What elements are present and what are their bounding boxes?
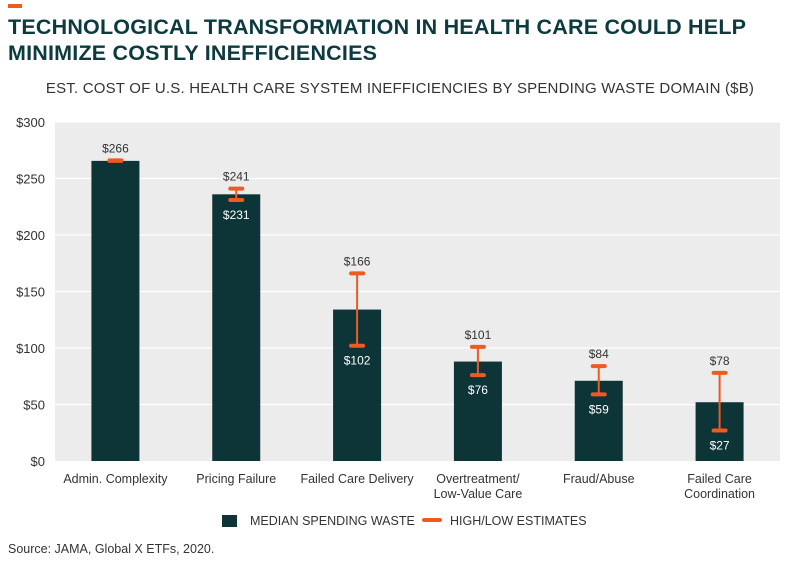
low-estimate-label: $231 (223, 208, 250, 222)
category-label: Low-Value Care (434, 487, 523, 501)
legend-median-swatch (222, 515, 237, 527)
category-label: Failed Care Delivery (300, 472, 414, 486)
title-accent-bar (8, 4, 22, 8)
y-tick-label: $100 (16, 341, 45, 356)
category-label: Overtreatment/ (436, 472, 520, 486)
chart-headline: TECHNOLOGICAL TRANSFORMATION IN HEALTH C… (8, 15, 746, 65)
low-estimate-label: $59 (589, 402, 609, 416)
y-tick-label: $300 (16, 115, 45, 130)
high-estimate-label: $101 (465, 328, 492, 342)
high-estimate-label: $266 (102, 141, 129, 155)
y-tick-label: $50 (23, 398, 45, 413)
category-label: Coordination (684, 487, 755, 501)
median-bar (212, 194, 261, 461)
category-label: Failed Care (687, 472, 752, 486)
category-label: Admin. Complexity (63, 472, 168, 486)
chart-title: EST. COST OF U.S. HEALTH CARE SYSTEM INE… (45, 80, 755, 97)
median-bar (453, 361, 502, 461)
low-estimate-label: $102 (344, 354, 371, 368)
high-estimate-label: $166 (344, 254, 371, 268)
high-estimate-label: $241 (223, 170, 250, 184)
high-estimate-label: $78 (710, 354, 730, 368)
legend-median-label: MEDIAN SPENDING WASTE (250, 514, 415, 528)
y-tick-label: $0 (31, 454, 45, 469)
median-bar (91, 160, 140, 461)
y-tick-label: $150 (16, 285, 45, 300)
category-label: Pricing Failure (196, 472, 276, 486)
low-estimate-label: $76 (468, 383, 488, 397)
y-tick-label: $200 (16, 228, 45, 243)
source-note: Source: JAMA, Global X ETFs, 2020. (8, 542, 215, 556)
high-estimate-label: $84 (589, 347, 609, 361)
y-tick-label: $250 (16, 172, 45, 187)
legend-estimate-label: HIGH/LOW ESTIMATES (450, 514, 587, 528)
category-label: Fraud/Abuse (563, 472, 635, 486)
low-estimate-label: $27 (710, 438, 730, 452)
